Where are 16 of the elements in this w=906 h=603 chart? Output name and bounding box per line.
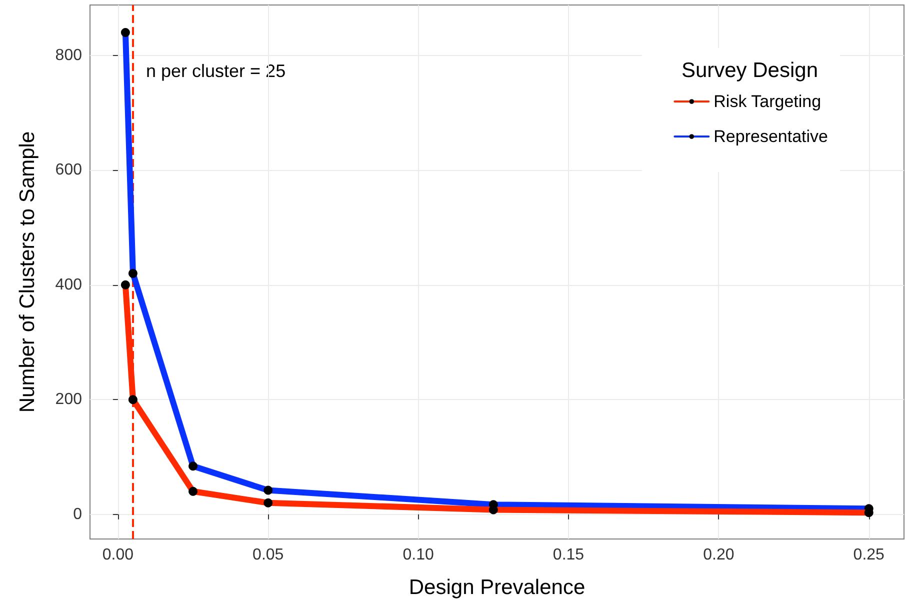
x-tick-label: 0.25 — [853, 546, 885, 564]
y-tick-label: 600 — [55, 162, 82, 179]
legend-title: Survey Design — [681, 59, 818, 82]
x-tick-label: 0.15 — [552, 546, 584, 564]
legend-label: Representative — [714, 127, 828, 146]
y-axis-title: Number of Clusters to Sample — [16, 131, 39, 413]
x-axis-title: Design Prevalence — [408, 576, 586, 599]
x-tick-label: 0.05 — [252, 546, 284, 564]
y-tick-label: 800 — [55, 46, 82, 64]
y-tick-label: 0 — [73, 506, 82, 523]
x-tick-label: 0.20 — [703, 546, 734, 564]
x-tick-label: 0.10 — [402, 546, 434, 564]
legend-label: Risk Targeting — [714, 92, 822, 111]
y-tick-label: 200 — [55, 391, 82, 408]
x-tick-label: 0.00 — [102, 546, 134, 564]
y-tick-label: 400 — [55, 276, 82, 294]
